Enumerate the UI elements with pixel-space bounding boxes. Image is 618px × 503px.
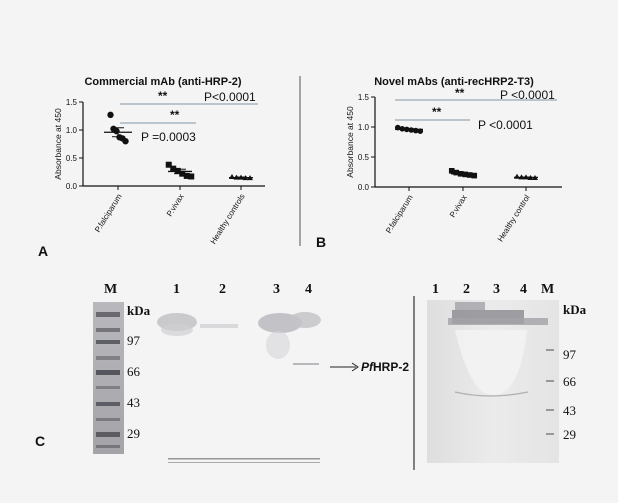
- left-marker-66: 66: [127, 364, 141, 379]
- chart-title: Commercial mAb (anti-HRP-2): [84, 76, 241, 88]
- marker-band: [96, 312, 120, 317]
- data-point: [107, 111, 114, 119]
- right-kda-label: kDa: [563, 302, 587, 317]
- marker-band: [96, 340, 120, 344]
- marker-band: [96, 356, 120, 360]
- y-tick-label: 0.0: [66, 182, 78, 191]
- y-tick-label: 1.0: [358, 123, 370, 132]
- marker-band: [96, 370, 120, 375]
- data-point: [514, 173, 520, 179]
- marker-band: [96, 386, 120, 389]
- x-tick-label: P.vivax: [448, 193, 469, 219]
- data-point: [183, 172, 190, 179]
- right-marker-29: 29: [563, 427, 576, 442]
- data-point: [229, 174, 235, 180]
- pfhrp2-arrow-head: [351, 362, 359, 372]
- p-value-near: P <0.0001: [478, 118, 533, 132]
- marker-gel: M: [93, 282, 124, 454]
- pfhrp2-label: PfHRP-2: [361, 360, 409, 374]
- blot-band-pfhrp2: [293, 363, 319, 365]
- blot-band: [289, 312, 321, 328]
- right-marker-lane-label: M: [541, 282, 554, 297]
- x-tick-label: P.falciparum: [384, 193, 415, 235]
- y-tick-label: 1.5: [66, 98, 78, 107]
- data-point: [466, 172, 473, 178]
- left-western-blot: [157, 312, 321, 463]
- marker-band: [96, 402, 120, 406]
- blot-band: [161, 324, 193, 336]
- left-marker-29: 29: [127, 426, 140, 441]
- data-point: [122, 138, 129, 145]
- y-tick-label: 0.5: [66, 154, 78, 163]
- y-axis-label: Absorbance at 450: [345, 106, 355, 178]
- marker-gel-strip: [93, 302, 124, 454]
- left-marker-97: 97: [127, 333, 141, 348]
- pfhrp2-label-italic: Pf: [361, 360, 374, 374]
- data-point: [448, 168, 455, 174]
- left-kda-label: kDa: [127, 303, 151, 318]
- right-lane-4: 4: [520, 282, 527, 297]
- blot-band: [200, 324, 238, 328]
- right-lane-1: 1: [432, 282, 439, 297]
- panel-letter: A: [38, 243, 48, 259]
- right-marker-66: 66: [563, 374, 577, 389]
- significance-stars-near: **: [432, 105, 442, 119]
- p-value-near: P =0.0003: [141, 130, 196, 144]
- x-tick-label: P.vivax: [165, 192, 186, 218]
- blot-smear: [455, 330, 527, 395]
- blot-smear-edge: [454, 391, 529, 397]
- data-point: [471, 172, 478, 179]
- blot-band: [455, 302, 485, 310]
- p-value-far: P<0.0001: [204, 90, 256, 104]
- y-tick-label: 1.0: [66, 126, 78, 135]
- pfhrp2-label-rest: HRP-2: [373, 360, 409, 374]
- panel-letter-c: C: [35, 433, 45, 449]
- marker-lane-label: M: [104, 282, 117, 297]
- significance-stars-far: **: [158, 89, 168, 103]
- significance-stars-near: **: [170, 108, 180, 122]
- left-lane-4: 4: [305, 282, 312, 297]
- blot-band: [448, 318, 548, 325]
- y-tick-label: 1.5: [358, 93, 370, 102]
- p-value-far: P <0.0001: [500, 88, 555, 102]
- left-marker-43: 43: [127, 395, 140, 410]
- right-lane-2: 2: [463, 282, 470, 297]
- left-lane-2: 2: [219, 282, 226, 297]
- panel-letter: B: [316, 234, 326, 250]
- chart-a: Commercial mAb (anti-HRP-2) A 0.0 0.5 1.0 1.5…: [38, 76, 265, 259]
- data-point: [113, 127, 120, 135]
- marker-band: [96, 418, 120, 421]
- right-marker-43: 43: [563, 403, 576, 418]
- marker-band: [96, 445, 120, 448]
- data-point: [170, 165, 177, 172]
- y-tick-label: 0.0: [358, 183, 370, 192]
- marker-band: [96, 328, 120, 332]
- left-lane-1: 1: [173, 282, 180, 297]
- x-tick-label: Healthy controls: [209, 192, 247, 245]
- y-axis-label: Absorbance at 450: [53, 108, 63, 180]
- right-western-blot: [427, 300, 559, 463]
- data-point: [165, 161, 172, 168]
- significance-stars-far: **: [455, 86, 465, 100]
- y-tick-label: 0.5: [358, 153, 370, 162]
- blot-band: [266, 331, 290, 359]
- data-point: [453, 169, 460, 176]
- blot-edge: [168, 458, 320, 460]
- x-tick-label: Healthy control: [496, 193, 532, 243]
- data-point: [188, 173, 195, 180]
- x-tick-label: P.falciparum: [93, 192, 124, 234]
- chart-title: Novel mAbs (anti-recHRP2-T3): [374, 76, 534, 88]
- chart-b: Novel mAbs (anti-recHRP2-T3) B 0.0 0.5 1.0 1.…: [316, 76, 562, 250]
- left-lane-3: 3: [273, 282, 280, 297]
- blot-edge: [168, 462, 320, 463]
- marker-band: [96, 432, 120, 437]
- right-lane-3: 3: [493, 282, 500, 297]
- right-marker-97: 97: [563, 347, 577, 362]
- panel-c: C M kDa 97 66 43 29 1 2 3 4: [35, 282, 587, 470]
